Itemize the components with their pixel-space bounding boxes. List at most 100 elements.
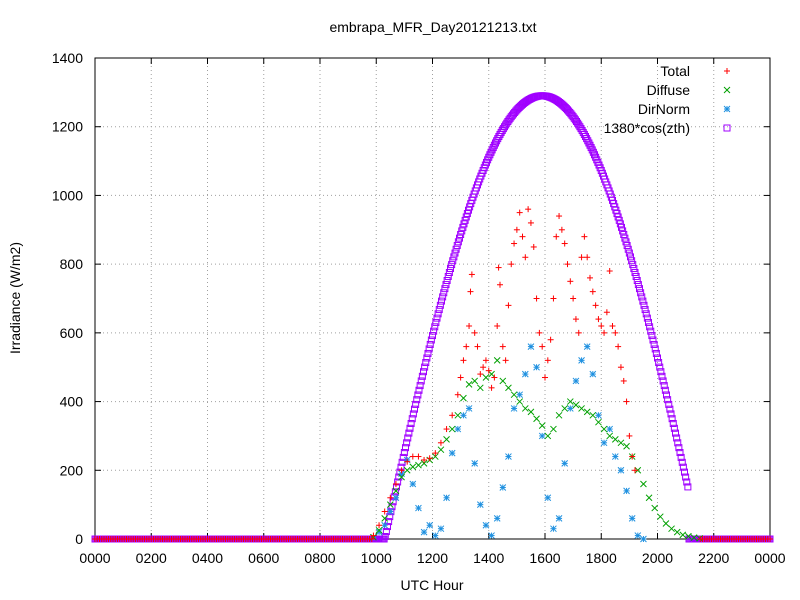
cos-zenith-point [436,301,444,309]
cos-zenith-point [407,419,415,427]
cos-zenith-point [634,281,642,289]
dirnorm-point [505,453,512,460]
cos-zenith-point [391,488,399,496]
legend-label: Diffuse [647,82,691,98]
cos-zenith-point [587,144,595,152]
dirnorm-point [392,494,400,502]
dirnorm-point [415,504,422,512]
dirnorm-point [471,460,479,467]
dirnorm-point [595,411,602,419]
cos-zenith-point [415,386,423,394]
cos-zenith-point [487,148,495,156]
cos-zenith-point [449,257,457,265]
dirnorm-point [431,532,439,539]
total-point [615,343,622,350]
dirnorm-point [611,453,619,460]
legend-marker [723,124,731,132]
total-point [477,371,484,378]
total-point [426,455,433,462]
total-point [480,364,487,371]
total-point [629,453,636,460]
x-tick-label: 1000 [361,550,392,566]
diffuse-point [550,425,557,433]
total-point [415,453,422,460]
total-point [513,226,520,233]
cos-zenith-point [405,429,413,437]
y-tick-label: 1200 [52,119,83,135]
total-point [603,309,610,316]
dirnorm-point [555,515,563,522]
cos-zenith-point [681,468,688,476]
cos-zenith-point [645,318,652,326]
dirnorm-point [600,439,608,447]
cos-zenith-point [438,297,445,305]
cos-zenith-point [448,261,456,269]
total-point [547,336,554,343]
diffuse-point [611,436,619,443]
legend-marker [724,68,730,74]
cos-zenith-point [647,327,655,335]
cos-zenith-point [457,231,465,239]
diffuse-point [600,425,608,433]
diffuse-point [521,405,529,412]
total-point [463,343,470,350]
cos-zenith-point [459,223,467,231]
y-tick-label: 1000 [52,187,83,203]
cos-zenith-point [624,245,632,253]
dirnorm-point [617,466,625,474]
legend-label: DirNorm [638,101,690,117]
dirnorm-point [583,343,591,350]
dirnorm-point [443,494,450,502]
legend: Total Diffuse DirNorm 1380*cos(zth) [604,63,731,136]
diffuse-point [651,504,659,512]
cos-zenith-point [649,336,657,344]
cos-zenith-point [637,289,645,297]
dirnorm-point [420,528,428,536]
cos-zenith-point [650,340,658,348]
diffuse-point [617,439,625,447]
dirnorm-point [527,343,535,350]
cos-zenith-point [660,382,668,390]
dirnorm-point [465,405,473,412]
cos-zenith-point [427,336,435,344]
cos-zenith-point [628,257,636,265]
cos-zenith-point [648,332,656,340]
cos-zenith-point [454,238,462,246]
diffuse-point [471,377,479,385]
cos-zenith-point [489,144,497,152]
dirnorm-point [460,411,467,419]
total-point [443,426,450,433]
cos-zenith-point [642,310,650,318]
diffuse-point [561,405,569,412]
cos-zenith-point [616,220,624,228]
cos-zenith-point [389,498,397,506]
total-point [578,254,585,261]
cos-zenith-point [447,265,454,273]
diffuse-point [538,422,546,429]
series-diffuse [370,356,704,542]
y-tick-label: 1400 [52,50,83,66]
diffuse-point [398,473,405,481]
cos-zenith-point [400,449,408,457]
diffuse-point [448,425,456,433]
cos-zenith-point [641,306,649,314]
cos-zenith-point [654,354,661,362]
cos-zenith-point [676,449,684,457]
cos-zenith-point [433,314,441,322]
diffuse-point [499,377,507,385]
diffuse-point [640,480,647,488]
cos-zenith-point [584,137,592,145]
cos-zenith-point [585,139,593,147]
y-tick-label: 400 [60,394,84,410]
cos-zenith-point [583,135,591,143]
cos-zenith-point [679,463,687,471]
total-point [572,316,579,323]
diffuse-point [645,494,653,502]
dirnorm-point [488,532,495,539]
total-point [467,288,474,295]
cos-zenith-point [431,323,439,331]
cos-zenith-point [589,148,597,156]
cos-zenith-point [445,268,453,276]
diffuse-point [381,515,389,522]
